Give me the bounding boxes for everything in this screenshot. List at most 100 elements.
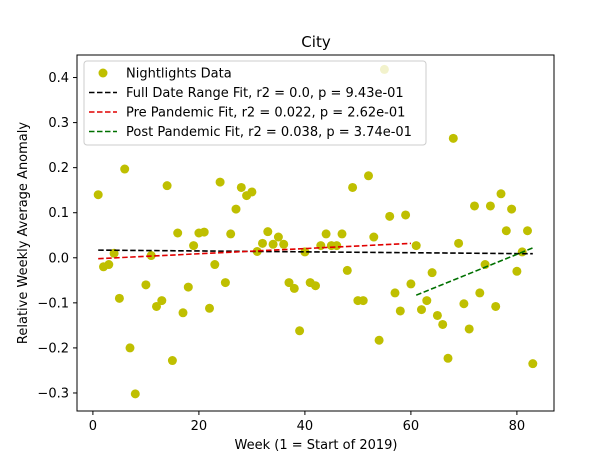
data-point	[273, 232, 283, 242]
data-point	[337, 229, 347, 239]
data-point	[358, 296, 368, 306]
data-point	[523, 226, 532, 236]
data-point	[284, 278, 294, 288]
data-point	[173, 228, 183, 238]
y-tick-label: 0.3	[48, 116, 69, 131]
data-point	[332, 241, 342, 251]
data-point	[141, 280, 151, 290]
legend-box	[83, 60, 427, 146]
data-point	[321, 229, 331, 239]
y-tick-label: 0.1	[48, 206, 69, 221]
data-point	[258, 238, 267, 248]
data-point	[348, 182, 358, 192]
data-point	[220, 278, 230, 288]
x-axis: 0 20 40 60 80	[89, 411, 525, 434]
data-point	[279, 239, 289, 249]
data-point	[448, 133, 458, 143]
data-point	[114, 293, 124, 303]
data-point	[417, 305, 426, 315]
data-point	[268, 239, 278, 249]
legend-label: Full Date Range Fit, r2 = 0.0, p = 9.43e…	[126, 86, 404, 101]
data-point	[178, 308, 188, 318]
data-point	[369, 232, 379, 242]
x-tick-label: 40	[297, 419, 314, 434]
data-point	[395, 306, 405, 316]
data-point	[199, 227, 209, 237]
data-point	[390, 288, 400, 298]
data-point	[438, 319, 448, 329]
data-point	[406, 279, 416, 289]
data-point	[454, 238, 464, 248]
data-point	[300, 247, 310, 257]
y-tick-label: 0.0	[48, 251, 69, 266]
data-point	[459, 299, 469, 309]
data-point	[443, 353, 453, 363]
legend: Nightlights Data Full Date Range Fit, r2 …	[83, 60, 427, 146]
data-point	[485, 201, 495, 211]
data-point	[427, 268, 437, 278]
data-point	[295, 326, 305, 336]
y-axis-title: Relative Weekly Average Anomaly	[16, 122, 31, 344]
data-point	[422, 296, 432, 306]
data-point	[157, 296, 167, 306]
data-point	[512, 266, 522, 276]
data-point	[120, 164, 130, 174]
data-point	[189, 241, 199, 251]
data-point	[210, 260, 220, 270]
data-point	[183, 282, 193, 292]
data-point	[130, 389, 140, 399]
y-tick-label: 0.4	[48, 71, 69, 86]
legend-label: Nightlights Data	[126, 67, 232, 82]
x-tick-label: 0	[89, 419, 97, 434]
data-point	[167, 356, 177, 366]
data-point	[289, 283, 299, 293]
y-tick-label: −0.3	[37, 386, 69, 401]
x-tick-label: 20	[191, 419, 208, 434]
x-tick-label: 80	[509, 419, 526, 434]
data-point	[104, 260, 114, 270]
legend-label: Pre Pandemic Fit, r2 = 0.022, p = 2.62e-…	[126, 106, 405, 121]
data-point	[93, 190, 103, 200]
data-point	[205, 303, 214, 313]
y-axis: −0.3 −0.2 −0.1 0.0 0.1 0.2 0.3 0.4	[37, 71, 77, 401]
data-point	[401, 210, 411, 220]
data-point	[215, 177, 225, 187]
data-point	[528, 359, 538, 369]
x-axis-title: Week (1 = Start of 2019)	[235, 438, 398, 453]
data-point	[501, 226, 511, 236]
data-point	[231, 204, 241, 214]
data-point	[496, 189, 506, 199]
legend-marker	[98, 68, 108, 78]
data-point	[411, 241, 421, 251]
y-tick-label: −0.1	[37, 296, 69, 311]
data-point	[152, 301, 161, 311]
fit-line-3	[415, 247, 534, 296]
data-point	[162, 181, 172, 191]
x-tick-label: 60	[403, 419, 420, 434]
data-point	[475, 288, 485, 298]
data-point	[125, 343, 135, 353]
data-point	[311, 281, 320, 291]
plot-frame	[76, 54, 555, 412]
data-point	[364, 171, 373, 181]
legend-label: Post Pandemic Fit, r2 = 0.038, p = 3.74e…	[126, 125, 412, 140]
data-point	[226, 229, 236, 239]
data-point	[263, 227, 273, 237]
data-point	[316, 241, 326, 251]
data-point	[374, 335, 384, 345]
chart-title: City	[301, 33, 331, 51]
data-point	[470, 201, 479, 211]
data-point	[491, 301, 501, 311]
data-point	[432, 310, 442, 320]
y-tick-label: −0.2	[37, 341, 69, 356]
fit-line-1	[98, 249, 533, 255]
plot-marks	[93, 64, 538, 399]
data-point	[342, 265, 352, 275]
data-point	[247, 187, 257, 197]
fit-line-2	[98, 242, 411, 260]
y-tick-label: 0.2	[48, 161, 69, 176]
data-point	[464, 324, 474, 334]
data-point	[385, 211, 395, 221]
data-point	[236, 182, 246, 192]
